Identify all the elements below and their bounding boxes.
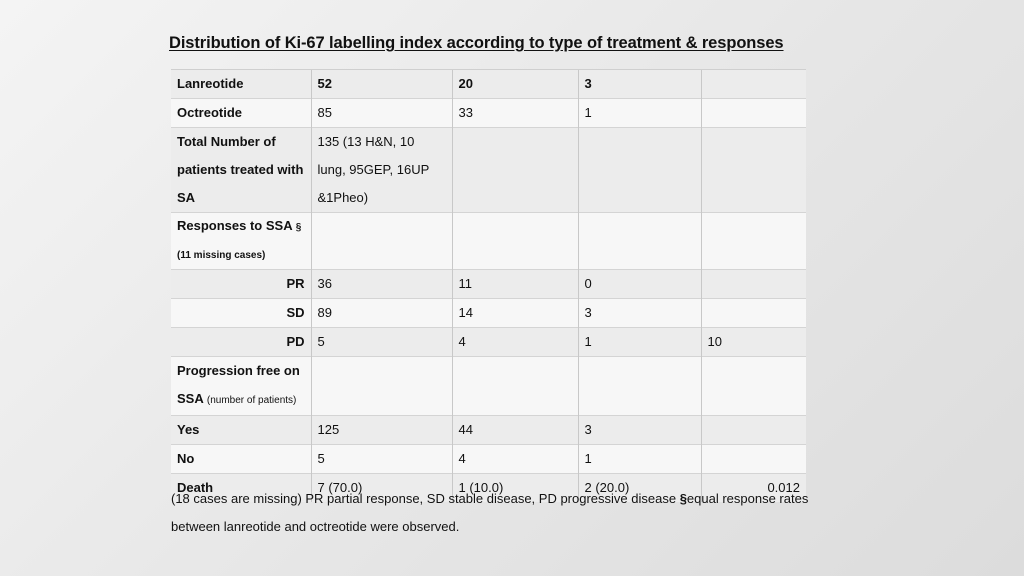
table-cell: [700, 298, 806, 328]
table-cell: [700, 269, 806, 299]
table-cell: [577, 356, 701, 416]
table-cell: 3: [577, 69, 701, 99]
table-cell: 135 (13 H&N, 10 lung, 95GEP, 16UP &1Pheo…: [310, 127, 452, 213]
table-cell: 10: [700, 327, 806, 357]
table-cell: 85: [310, 98, 452, 128]
table-title: Distribution of Ki-67 labelling index ac…: [169, 34, 784, 52]
table-cell: 11: [451, 269, 578, 299]
row-label: Octreotide: [171, 98, 311, 128]
table-cell: 3: [577, 298, 701, 328]
table-cell: 1: [577, 327, 701, 357]
table-cell: [700, 127, 806, 213]
table-cell: 0: [577, 269, 701, 299]
table-cell: 36: [310, 269, 452, 299]
row-label: Lanreotide: [171, 69, 311, 99]
table-cell: 1: [577, 98, 701, 128]
row-label: No: [171, 444, 311, 474]
table-cell: 52: [310, 69, 452, 99]
table-row-sd: SD 89 14 3: [171, 298, 806, 328]
table-row-pr: PR 36 11 0: [171, 269, 806, 299]
table-cell: [700, 415, 806, 445]
table-cell: 1 (10.0): [451, 473, 578, 502]
table-cell: [700, 356, 806, 416]
responses-label: Responses to SSA: [177, 218, 293, 233]
responses-subtitle: (11 missing cases): [177, 250, 266, 261]
table-row-progression-free: Progression free on SSA (number of patie…: [171, 356, 806, 416]
table-cell: 4: [451, 327, 578, 357]
table-cell: 1: [577, 444, 701, 474]
table-cell: [451, 212, 578, 270]
row-label: Yes: [171, 415, 311, 445]
table-cell: 5: [310, 444, 452, 474]
row-label: Total Number of patients treated with SA: [171, 127, 311, 213]
table-cell: 2 (20.0): [577, 473, 701, 502]
table-footnote: (18 cases are missing) PR partial respon…: [171, 485, 811, 541]
p-value-cell: 0.012: [700, 473, 806, 502]
table-cell: 33: [451, 98, 578, 128]
footnote-symbol: §: [679, 491, 687, 506]
row-label: PD: [171, 327, 311, 357]
table-cell: 125: [310, 415, 452, 445]
table-row-lanreotide: Lanreotide 52 20 3: [171, 69, 806, 99]
table-cell: 3: [577, 415, 701, 445]
table-cell: [577, 127, 701, 213]
table-cell: [451, 127, 578, 213]
table-cell: [451, 356, 578, 416]
table-cell: 4: [451, 444, 578, 474]
row-label: Progression free on SSA (number of patie…: [171, 356, 311, 416]
table-cell: 5: [310, 327, 452, 357]
table-cell: [700, 69, 806, 99]
footnote-text: (18 cases are missing) PR partial respon…: [171, 491, 680, 506]
footnote-text-2: equal response rates between lanreotide …: [171, 491, 809, 534]
table-cell: 20: [451, 69, 578, 99]
table-row-octreotide: Octreotide 85 33 1: [171, 98, 806, 128]
section-symbol: §: [295, 222, 302, 233]
ki67-table: Lanreotide 52 20 3 Octreotide 85 33 1 To…: [171, 69, 806, 502]
table-row-death: Death 7 (70.0) 1 (10.0) 2 (20.0) 0.012: [171, 473, 806, 502]
table-cell: 7 (70.0): [310, 473, 452, 502]
table-row-yes: Yes 125 44 3: [171, 415, 806, 445]
table-row-no: No 5 4 1: [171, 444, 806, 474]
pfs-label: Progression free on SSA: [177, 363, 300, 406]
table-cell: [310, 356, 452, 416]
table-cell: [700, 98, 806, 128]
row-label: SD: [171, 298, 311, 328]
table-row-responses: Responses to SSA § (11 missing cases): [171, 212, 806, 270]
row-label: Responses to SSA § (11 missing cases): [171, 212, 311, 270]
row-label: PR: [171, 269, 311, 299]
table-cell: [577, 212, 701, 270]
table-cell: 89: [310, 298, 452, 328]
table-cell: 44: [451, 415, 578, 445]
pfs-subtitle: (number of patients): [206, 395, 297, 406]
table-cell: [310, 212, 452, 270]
table-cell: [700, 444, 806, 474]
table-cell: 14: [451, 298, 578, 328]
table-cell: [700, 212, 806, 270]
table-row-total: Total Number of patients treated with SA…: [171, 127, 806, 213]
row-label: Death: [171, 473, 311, 502]
table-row-pd: PD 5 4 1 10: [171, 327, 806, 357]
